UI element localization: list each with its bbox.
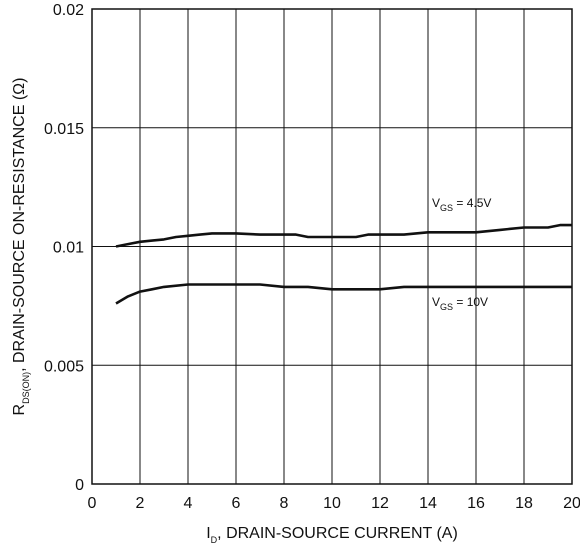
x-axis-label-rest: , DRAIN-SOURCE CURRENT (A) xyxy=(217,525,458,542)
plot-frame xyxy=(91,8,573,485)
x-tick-label: 6 xyxy=(232,495,241,512)
x-tick-label: 20 xyxy=(563,495,580,512)
x-tick-label: 0 xyxy=(88,495,97,512)
y-tick-label: 0 xyxy=(75,477,84,494)
series-label-rest: = 10V xyxy=(453,295,488,309)
x-tick-label: 12 xyxy=(371,495,389,512)
x-tick-label: 14 xyxy=(419,495,437,512)
series-label-sub: GS xyxy=(440,302,453,312)
series-line-2 xyxy=(115,283,572,305)
x-tick-label: 4 xyxy=(184,495,193,512)
x-axis-label: ID, DRAIN-SOURCE CURRENT (A) xyxy=(206,525,458,545)
x-tick-labels: 0 2 4 6 8 10 12 14 16 18 20 xyxy=(88,495,580,512)
x-tick-label: 10 xyxy=(323,495,341,512)
series-lines xyxy=(115,223,572,305)
x-tick-label: 2 xyxy=(136,495,145,512)
grid-lines xyxy=(91,8,573,485)
x-axis-label-main: I xyxy=(206,525,210,542)
y-tick-label: 0.005 xyxy=(44,358,84,375)
y-tick-label: 0.02 xyxy=(53,2,84,19)
series-label-1: VGS = 4.5V xyxy=(432,196,491,213)
y-tick-label: 0.015 xyxy=(44,121,84,138)
series-label-rest: = 4.5V xyxy=(453,196,491,210)
x-tick-label: 8 xyxy=(280,495,289,512)
y-axis-label-rest: , DRAIN-SOURCE ON-RESISTANCE (Ω) xyxy=(11,78,28,372)
series-label-sub: GS xyxy=(440,203,453,213)
series-label-main: V xyxy=(432,295,440,309)
y-tick-labels: 0 0.005 0.01 0.015 0.02 xyxy=(44,2,84,494)
y-axis-label-sub: DS(ON) xyxy=(21,372,31,404)
y-axis-label-main: R xyxy=(11,404,28,416)
x-axis-label-sub: D xyxy=(211,535,218,545)
series-label-2: VGS = 10V xyxy=(432,295,488,312)
series-line-1 xyxy=(115,223,572,248)
y-axis-label: RDS(ON), DRAIN-SOURCE ON-RESISTANCE (Ω) xyxy=(11,78,31,416)
x-tick-label: 18 xyxy=(515,495,533,512)
x-tick-label: 16 xyxy=(467,495,485,512)
series-label-main: V xyxy=(432,196,440,210)
y-tick-label: 0.01 xyxy=(53,240,84,257)
